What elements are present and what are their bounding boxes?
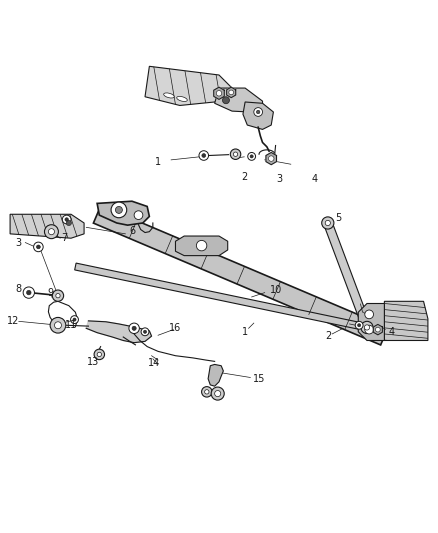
Text: 8: 8 [16,284,22,294]
Circle shape [215,391,221,397]
Circle shape [230,149,241,159]
Circle shape [250,155,253,158]
Circle shape [111,202,127,218]
Text: 12: 12 [7,316,20,326]
Circle shape [365,325,374,334]
Circle shape [325,220,330,225]
Polygon shape [215,88,262,112]
Text: 1: 1 [242,327,248,337]
Circle shape [73,318,76,321]
Circle shape [248,152,255,160]
Circle shape [71,316,78,324]
Circle shape [211,387,224,400]
Polygon shape [226,87,236,98]
Polygon shape [10,214,84,238]
Circle shape [202,154,206,157]
Polygon shape [385,301,428,341]
Polygon shape [208,365,223,386]
Circle shape [97,352,102,357]
Text: 4: 4 [312,174,318,184]
Polygon shape [74,263,367,331]
Circle shape [48,229,54,235]
Circle shape [132,326,136,330]
Circle shape [196,240,207,251]
Circle shape [357,324,361,327]
Circle shape [34,242,43,252]
Text: 1: 1 [155,157,161,167]
Circle shape [65,218,68,221]
Circle shape [233,152,238,156]
Circle shape [56,294,60,298]
Circle shape [364,325,370,330]
Text: 9: 9 [47,288,53,298]
Text: 5: 5 [336,213,342,223]
Text: 3: 3 [276,174,282,184]
Circle shape [134,211,143,220]
Circle shape [66,220,71,225]
Circle shape [62,215,71,224]
Polygon shape [358,303,385,341]
Circle shape [129,323,139,334]
Circle shape [254,108,262,116]
Circle shape [205,390,209,394]
Circle shape [94,349,105,360]
Polygon shape [373,325,382,335]
Polygon shape [86,321,152,343]
Circle shape [322,217,334,229]
Text: 3: 3 [16,238,22,247]
Text: 11: 11 [65,320,77,330]
Ellipse shape [177,96,187,101]
Circle shape [268,156,274,161]
Polygon shape [324,221,371,329]
Circle shape [45,225,58,239]
Text: 14: 14 [148,358,160,368]
Circle shape [116,206,122,213]
Circle shape [23,287,35,298]
Polygon shape [93,205,388,345]
Polygon shape [214,87,224,99]
Circle shape [256,110,260,114]
Text: 15: 15 [253,374,265,384]
Text: 2: 2 [325,331,332,341]
Circle shape [36,245,40,249]
Text: 6: 6 [129,226,135,236]
Circle shape [52,290,64,301]
Text: 7: 7 [61,233,67,243]
Circle shape [141,328,149,336]
Polygon shape [97,201,149,225]
Circle shape [27,290,31,295]
Text: 2: 2 [241,172,247,182]
Circle shape [199,151,208,160]
Polygon shape [176,236,228,256]
Ellipse shape [164,93,174,98]
Text: 10: 10 [270,286,283,295]
Polygon shape [266,152,276,165]
Circle shape [361,321,373,334]
Circle shape [365,310,374,319]
Circle shape [355,321,363,329]
Circle shape [229,90,233,95]
Text: 4: 4 [389,327,395,337]
Circle shape [144,330,147,333]
Polygon shape [145,66,232,106]
Text: 16: 16 [170,324,182,333]
Polygon shape [243,102,273,130]
Circle shape [50,318,66,333]
Text: 13: 13 [87,357,99,367]
Circle shape [216,91,222,96]
Circle shape [54,322,61,329]
Circle shape [375,327,380,332]
Circle shape [223,97,230,104]
Circle shape [201,386,212,397]
